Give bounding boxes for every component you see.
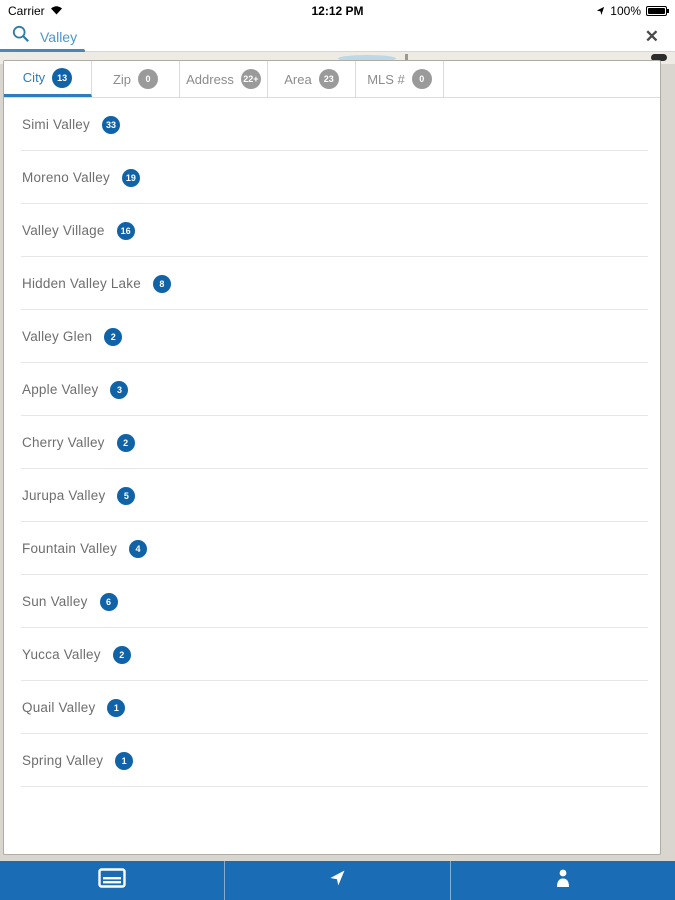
city-name: Valley Glen bbox=[22, 329, 93, 344]
status-time: 12:12 PM bbox=[311, 4, 364, 18]
list-item[interactable]: Valley Glen 2 bbox=[4, 310, 660, 363]
city-count-badge: 4 bbox=[129, 539, 148, 558]
list-item[interactable]: Jurupa Valley 5 bbox=[4, 469, 660, 522]
city-result-list: Simi Valley 33 Moreno Valley 19 Valley V… bbox=[4, 98, 660, 787]
tab-city[interactable]: City 13 bbox=[4, 61, 92, 97]
tab-area[interactable]: Area 23 bbox=[268, 61, 356, 97]
map-marker bbox=[651, 54, 667, 61]
tab-address-count-badge: 22+ bbox=[240, 69, 261, 89]
city-name: Sun Valley bbox=[22, 594, 88, 609]
person-icon bbox=[554, 868, 572, 893]
tab-area-label: Area bbox=[284, 71, 312, 87]
carrier-label: Carrier bbox=[8, 4, 45, 18]
city-name: Apple Valley bbox=[22, 382, 99, 397]
tab-city-count-badge: 13 bbox=[52, 67, 73, 88]
tab-mls-label: MLS # bbox=[367, 71, 405, 87]
city-name: Cherry Valley bbox=[22, 435, 105, 450]
list-item[interactable]: Sun Valley 6 bbox=[4, 575, 660, 628]
map-water-shape bbox=[338, 55, 396, 62]
list-item[interactable]: Yucca Valley 2 bbox=[4, 628, 660, 681]
search-underline bbox=[0, 49, 85, 53]
city-name: Spring Valley bbox=[22, 753, 104, 768]
search-icon bbox=[12, 25, 30, 48]
list-item[interactable]: Apple Valley 3 bbox=[4, 363, 660, 416]
search-results-panel: City 13 Zip 0 Address 22+ Area 23 MLS # … bbox=[3, 60, 661, 855]
list-item[interactable]: Simi Valley 33 bbox=[4, 98, 660, 151]
city-name: Quail Valley bbox=[22, 700, 96, 715]
map-locate-button[interactable] bbox=[224, 861, 449, 900]
list-item[interactable]: Hidden Valley Lake 8 bbox=[4, 257, 660, 310]
tab-mls-count-badge: 0 bbox=[411, 69, 432, 89]
city-count-badge: 2 bbox=[104, 327, 123, 346]
keyboard-icon bbox=[98, 868, 126, 893]
tab-bar: City 13 Zip 0 Address 22+ Area 23 MLS # … bbox=[4, 61, 660, 98]
battery-icon bbox=[646, 6, 669, 16]
tab-area-count-badge: 23 bbox=[318, 69, 339, 89]
list-item[interactable]: Moreno Valley 19 bbox=[4, 151, 660, 204]
city-count-badge: 19 bbox=[121, 168, 140, 187]
city-count-badge: 3 bbox=[110, 380, 129, 399]
city-count-badge: 5 bbox=[117, 486, 136, 505]
city-count-badge: 2 bbox=[116, 433, 135, 452]
city-count-badge: 8 bbox=[152, 274, 171, 293]
list-item[interactable]: Fountain Valley 4 bbox=[4, 522, 660, 575]
tab-address-label: Address bbox=[186, 71, 234, 87]
city-name: Moreno Valley bbox=[22, 170, 110, 185]
tab-zip[interactable]: Zip 0 bbox=[92, 61, 180, 97]
list-item[interactable]: Valley Village 16 bbox=[4, 204, 660, 257]
city-count-badge: 1 bbox=[107, 698, 126, 717]
map-road-shape bbox=[405, 54, 408, 62]
keyboard-list-button[interactable] bbox=[0, 861, 224, 900]
city-count-badge: 1 bbox=[115, 751, 134, 770]
profile-button[interactable] bbox=[449, 861, 675, 900]
tab-zip-count-badge: 0 bbox=[138, 69, 159, 89]
search-input[interactable]: Valley bbox=[40, 28, 78, 45]
list-item[interactable]: Cherry Valley 2 bbox=[4, 416, 660, 469]
tab-address[interactable]: Address 22+ bbox=[180, 61, 268, 97]
tab-zip-label: Zip bbox=[112, 71, 132, 87]
wifi-icon bbox=[50, 4, 63, 18]
list-item[interactable]: Quail Valley 1 bbox=[4, 681, 660, 734]
city-name: Hidden Valley Lake bbox=[22, 276, 141, 291]
close-icon[interactable]: ✕ bbox=[644, 26, 659, 46]
city-count-badge: 33 bbox=[101, 115, 120, 134]
battery-percent-label: 100% bbox=[610, 4, 641, 18]
navigation-arrow-icon bbox=[327, 868, 347, 893]
search-bar: Valley ✕ bbox=[0, 22, 675, 52]
tab-city-label: City bbox=[22, 70, 46, 85]
bottom-nav bbox=[0, 861, 675, 900]
city-name: Yucca Valley bbox=[22, 647, 101, 662]
tab-mls[interactable]: MLS # 0 bbox=[356, 61, 444, 97]
status-bar: 12:12 PM Carrier 100% bbox=[0, 0, 675, 22]
city-name: Simi Valley bbox=[22, 117, 90, 132]
city-count-badge: 6 bbox=[99, 592, 118, 611]
city-count-badge: 16 bbox=[116, 221, 135, 240]
location-arrow-icon bbox=[596, 4, 605, 18]
city-name: Fountain Valley bbox=[22, 541, 118, 556]
city-name: Jurupa Valley bbox=[22, 488, 106, 503]
city-name: Valley Village bbox=[22, 223, 105, 238]
list-item[interactable]: Spring Valley 1 bbox=[4, 734, 660, 787]
city-count-badge: 2 bbox=[112, 645, 131, 664]
